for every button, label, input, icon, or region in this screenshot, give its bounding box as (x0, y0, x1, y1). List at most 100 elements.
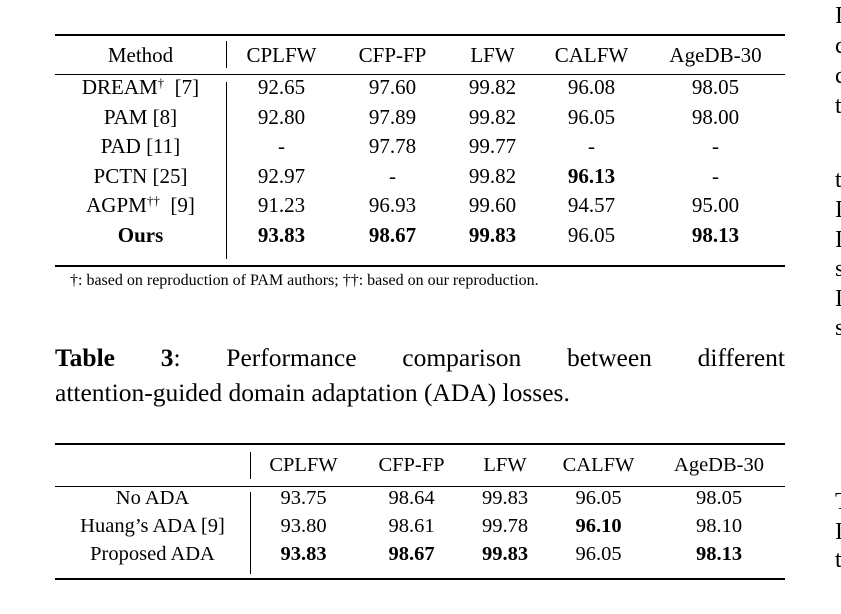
caption-label: Table 3 (55, 343, 174, 372)
right-column-fragment: t (835, 547, 841, 573)
method-reference: [9] (170, 193, 195, 218)
table2-bottom-rule (55, 265, 785, 267)
method-name: AGPM (86, 193, 147, 218)
header-row: Method CPLFW CFP-FP LFW CALFW AgeDB-30 (55, 37, 785, 73)
table3-bottom-rule (55, 578, 785, 580)
value-cell: 98.13 (695, 543, 743, 565)
column-header: CALFW (554, 42, 629, 67)
method-cell: PAM [8] (55, 103, 226, 133)
value-cell: 96.93 (368, 193, 417, 218)
value-cell: 99.78 (481, 515, 529, 537)
table-row: Ours 93.83 98.67 99.83 96.05 98.13 (55, 221, 785, 251)
column-header: CFP-FP (378, 453, 445, 476)
method-cell: PAD [11] (55, 132, 226, 162)
right-column-fragment: t (835, 167, 841, 193)
method-header: Method (107, 42, 174, 67)
caption-line-2: attention-guided domain adaptation (ADA)… (55, 378, 570, 407)
table2-header-rule (55, 74, 785, 75)
column-header: AgeDB-30 (674, 453, 764, 476)
table3-header-rule (55, 486, 785, 487)
method-name: PAM (103, 104, 148, 129)
table2-footnote: †: based on reproduction of PAM authors;… (70, 272, 539, 289)
table-row: No ADA 93.75 98.64 99.83 96.05 98.05 (55, 484, 785, 512)
table3-column-separator (250, 492, 251, 574)
table2-top-rule (55, 34, 785, 36)
right-column-fragment: s (835, 256, 841, 282)
right-column-fragment: I (835, 286, 841, 312)
value-cell: 97.89 (368, 104, 417, 129)
table-row: AGPM†† [9] 91.23 96.93 99.60 94.57 95.00 (55, 191, 785, 221)
method-reference: [7] (174, 75, 200, 99)
table-row: Huang’s ADA [9] 93.80 98.61 99.78 96.10 98.10 (55, 512, 785, 540)
right-column-fragment: c (835, 33, 841, 59)
value-cell: 96.05 (567, 222, 616, 247)
method-cell: PCTN [25] (55, 162, 226, 192)
method-name: Proposed ADA (90, 543, 215, 565)
right-column-fragment: I (835, 3, 841, 29)
right-column-fragment: t (835, 93, 841, 119)
method-cell: Proposed ADA (55, 540, 250, 568)
value-cell: 99.77 (468, 134, 517, 159)
method-name: No ADA (115, 487, 190, 509)
table-row: Proposed ADA 93.83 98.67 99.83 96.05 98.13 (55, 540, 785, 568)
value-cell: 96.05 (575, 487, 622, 509)
value-cell: 98.13 (691, 222, 740, 247)
value-cell: 92.97 (257, 163, 306, 188)
method-cell: DREAM† [7] (55, 73, 226, 103)
value-cell: 96.13 (567, 163, 616, 188)
right-column-fragment: I (835, 197, 841, 223)
right-column-fragment: T (835, 488, 841, 518)
value-cell: 98.05 (691, 75, 740, 99)
value-cell: 94.57 (567, 193, 616, 218)
value-cell: 95.00 (691, 193, 740, 218)
value-cell: 93.75 (280, 487, 327, 509)
column-header: AgeDB-30 (669, 42, 762, 67)
value-cell: 99.82 (468, 163, 517, 188)
value-cell: 97.60 (368, 75, 417, 99)
table2: Method CPLFW CFP-FP LFW CALFW AgeDB-30 DREAM†… (55, 37, 785, 251)
value-cell: 92.80 (257, 104, 306, 129)
value-cell: 96.08 (567, 75, 616, 99)
value-cell: 98.64 (388, 487, 435, 509)
table-row: PCTN [25] 92.97 - 99.82 96.13 - (55, 162, 785, 192)
method-reference: [8] (152, 104, 178, 129)
value-cell: 98.05 (695, 487, 743, 509)
value-cell: 96.05 (567, 104, 616, 129)
method-cell: AGPM†† [9] (55, 191, 226, 221)
value-cell: - (588, 134, 595, 159)
value-cell: 93.83 (257, 222, 306, 247)
table-row: DREAM† [7] 92.65 97.60 99.82 96.08 98.05 (55, 73, 785, 103)
method-name: DREAM (81, 75, 158, 99)
value-cell: 99.82 (468, 75, 517, 99)
method-name: PAD (100, 134, 141, 159)
method-header (55, 446, 250, 484)
caption-line-1: Table 3: Performance comparison between … (55, 340, 785, 375)
table-row: PAD [11] - 97.78 99.77 - - (55, 132, 785, 162)
table3-top-rule (55, 443, 785, 445)
value-cell: 96.05 (575, 543, 622, 565)
column-header: LFW (483, 453, 527, 476)
value-cell: 96.10 (575, 515, 622, 537)
value-cell: 99.82 (468, 104, 517, 129)
method-reference: [11] (146, 134, 181, 159)
value-cell: - (278, 134, 285, 159)
right-column-fragment: s (835, 315, 841, 341)
value-cell: 98.00 (691, 104, 740, 129)
value-cell: 98.67 (368, 222, 417, 247)
column-header: LFW (470, 42, 515, 67)
table-row: PAM [8] 92.80 97.89 99.82 96.05 98.00 (55, 103, 785, 133)
table3: CPLFW CFP-FP LFW CALFW AgeDB-30 No ADA 93.75 9… (55, 446, 785, 568)
value-cell: 99.83 (468, 222, 517, 247)
value-cell: 99.83 (481, 487, 529, 509)
method-superscript: †† (146, 193, 160, 209)
value-cell: 97.78 (368, 134, 417, 159)
right-column-fragment: I (835, 519, 841, 545)
method-name: PCTN (93, 163, 148, 188)
table2-column-separator (226, 41, 227, 68)
method-cell: Huang’s ADA [9] (55, 512, 250, 540)
table3-caption: Table 3: Performance comparison between … (55, 340, 785, 410)
value-cell: - (712, 134, 719, 159)
right-column-fragment: I (835, 227, 841, 253)
method-name: Ours (117, 222, 164, 247)
caption-text-1: : Performance comparison between differe… (173, 343, 785, 372)
